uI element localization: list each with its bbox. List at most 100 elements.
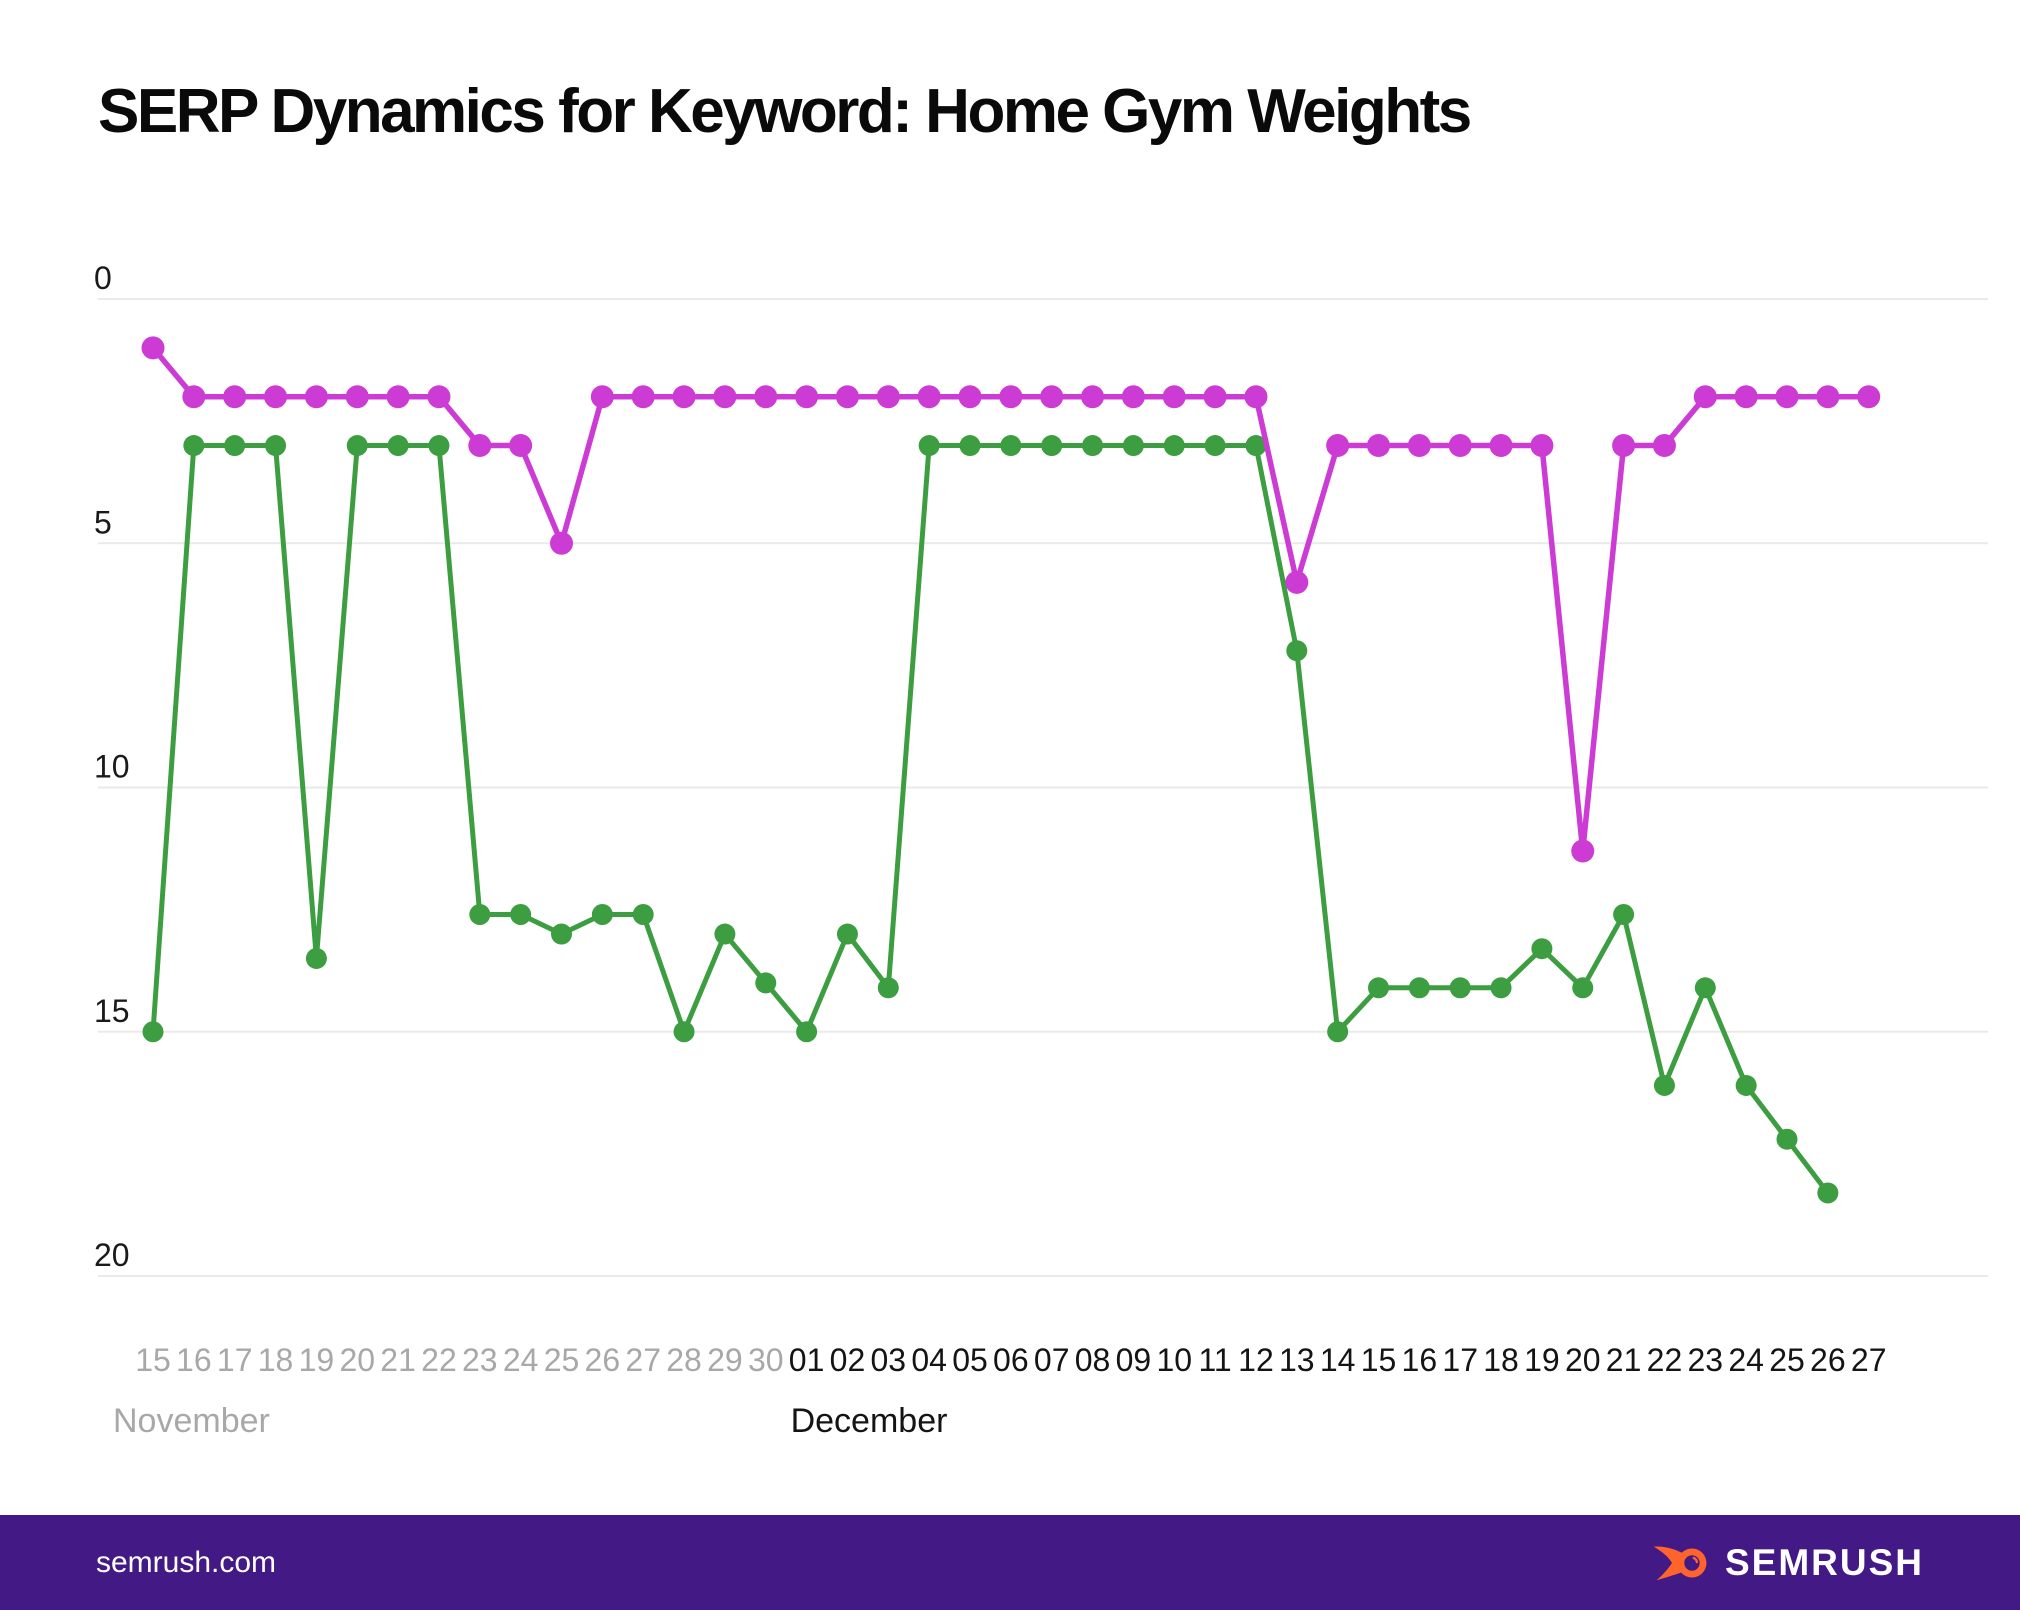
y-tick-label-20: 20 — [94, 1237, 130, 1273]
green-point-21 — [1000, 435, 1022, 457]
magenta-point-34 — [1530, 434, 1554, 458]
flame-tail — [1653, 1546, 1686, 1580]
magenta-point-12 — [631, 385, 655, 409]
x-tick-label-november-18: 18 — [258, 1342, 294, 1378]
magenta-point-29 — [1326, 434, 1350, 458]
x-tick-label-december-07: 07 — [1034, 1342, 1070, 1378]
green-point-2 — [224, 435, 246, 457]
x-tick-label-december-23: 23 — [1688, 1342, 1724, 1378]
magenta-point-21 — [999, 385, 1023, 409]
green-point-36 — [1613, 904, 1635, 926]
magenta-line — [150, 345, 1872, 854]
x-tick-label-december-03: 03 — [871, 1342, 907, 1378]
x-tick-label-december-02: 02 — [830, 1342, 866, 1378]
green-line — [150, 443, 1831, 1196]
magenta-point-39 — [1734, 385, 1758, 409]
y-tick-label-10: 10 — [94, 749, 130, 785]
footer-bar: semrush.com SEMRUSH — [0, 1515, 2020, 1610]
green-point-12 — [632, 904, 654, 926]
magenta-point-2 — [223, 385, 247, 409]
x-tick-label-december-06: 06 — [993, 1342, 1029, 1378]
green-point-7 — [428, 435, 450, 457]
magenta-point-7 — [427, 385, 451, 409]
green-point-0 — [142, 1021, 164, 1043]
x-tick-label-november-20: 20 — [339, 1342, 375, 1378]
magenta-point-33 — [1489, 434, 1513, 458]
magenta-point-36 — [1612, 434, 1636, 458]
magenta-point-42 — [1857, 385, 1881, 409]
x-tick-label-december-16: 16 — [1402, 1342, 1438, 1378]
magenta-point-22 — [1040, 385, 1064, 409]
magenta-point-11 — [590, 385, 614, 409]
magenta-point-32 — [1448, 434, 1472, 458]
magenta-point-26 — [1203, 385, 1227, 409]
green-point-39 — [1735, 1074, 1757, 1096]
magenta-point-0 — [141, 336, 165, 360]
magenta-point-30 — [1367, 434, 1390, 458]
magenta-point-5 — [345, 385, 369, 409]
green-point-40 — [1776, 1128, 1798, 1150]
magenta-point-15 — [754, 385, 778, 409]
x-tick-label-december-22: 22 — [1647, 1342, 1683, 1378]
magenta-point-10 — [550, 531, 573, 555]
month-label-november: November — [113, 1402, 270, 1440]
magenta-point-27 — [1244, 385, 1268, 409]
y-tick-label-5: 5 — [94, 504, 112, 540]
series-green — [142, 435, 1839, 1204]
green-point-17 — [836, 923, 858, 945]
series-magenta — [141, 336, 1881, 863]
month-label-december: December — [791, 1402, 948, 1440]
green-point-23 — [1082, 435, 1104, 457]
green-point-11 — [591, 904, 613, 926]
green-point-31 — [1408, 977, 1430, 999]
x-tick-label-november-15: 15 — [135, 1342, 171, 1378]
semrush-flame-icon — [1653, 1546, 1707, 1580]
y-tick-label-0: 0 — [94, 260, 112, 296]
x-tick-label-december-25: 25 — [1769, 1342, 1805, 1378]
x-tick-label-december-20: 20 — [1565, 1342, 1601, 1378]
green-point-8 — [469, 904, 491, 926]
green-point-20 — [959, 435, 981, 457]
green-point-35 — [1572, 977, 1594, 999]
x-tick-label-december-24: 24 — [1728, 1342, 1764, 1378]
green-point-38 — [1694, 977, 1716, 999]
magenta-point-25 — [1162, 385, 1186, 409]
magenta-point-8 — [468, 434, 492, 458]
x-tick-label-november-24: 24 — [503, 1342, 539, 1378]
magenta-point-3 — [264, 385, 288, 409]
green-point-37 — [1653, 1074, 1675, 1096]
green-point-6 — [387, 435, 409, 457]
x-tick-label-november-29: 29 — [707, 1342, 743, 1378]
magenta-point-17 — [835, 385, 859, 409]
green-point-26 — [1204, 435, 1226, 457]
magenta-point-31 — [1407, 434, 1431, 458]
magenta-point-6 — [386, 385, 410, 409]
green-point-33 — [1490, 977, 1512, 999]
green-point-13 — [673, 1021, 695, 1043]
x-tick-label-november-23: 23 — [462, 1342, 498, 1378]
x-tick-label-december-09: 09 — [1116, 1342, 1152, 1378]
semrush-brand-text: SEMRUSH — [1724, 1541, 1924, 1583]
magenta-point-38 — [1693, 385, 1717, 409]
x-tick-label-november-28: 28 — [666, 1342, 702, 1378]
footer-site-url: semrush.com — [96, 1545, 277, 1579]
x-tick-label-november-25: 25 — [544, 1342, 580, 1378]
green-point-27 — [1245, 435, 1267, 457]
x-tick-label-november-27: 27 — [625, 1342, 661, 1378]
flame-ball-highlight — [1692, 1556, 1699, 1563]
magenta-point-18 — [876, 385, 900, 409]
magenta-point-13 — [672, 385, 696, 409]
green-point-4 — [305, 947, 327, 969]
green-point-41 — [1817, 1182, 1839, 1204]
green-point-34 — [1531, 938, 1553, 960]
green-point-15 — [755, 972, 777, 994]
x-tick-label-december-14: 14 — [1320, 1342, 1356, 1378]
magenta-point-24 — [1121, 385, 1145, 409]
x-tick-label-december-01: 01 — [789, 1342, 825, 1378]
x-tick-label-november-19: 19 — [299, 1342, 335, 1378]
x-tick-label-november-30: 30 — [748, 1342, 784, 1378]
magenta-point-41 — [1816, 385, 1840, 409]
green-point-1 — [183, 435, 205, 457]
magenta-point-1 — [182, 385, 206, 409]
